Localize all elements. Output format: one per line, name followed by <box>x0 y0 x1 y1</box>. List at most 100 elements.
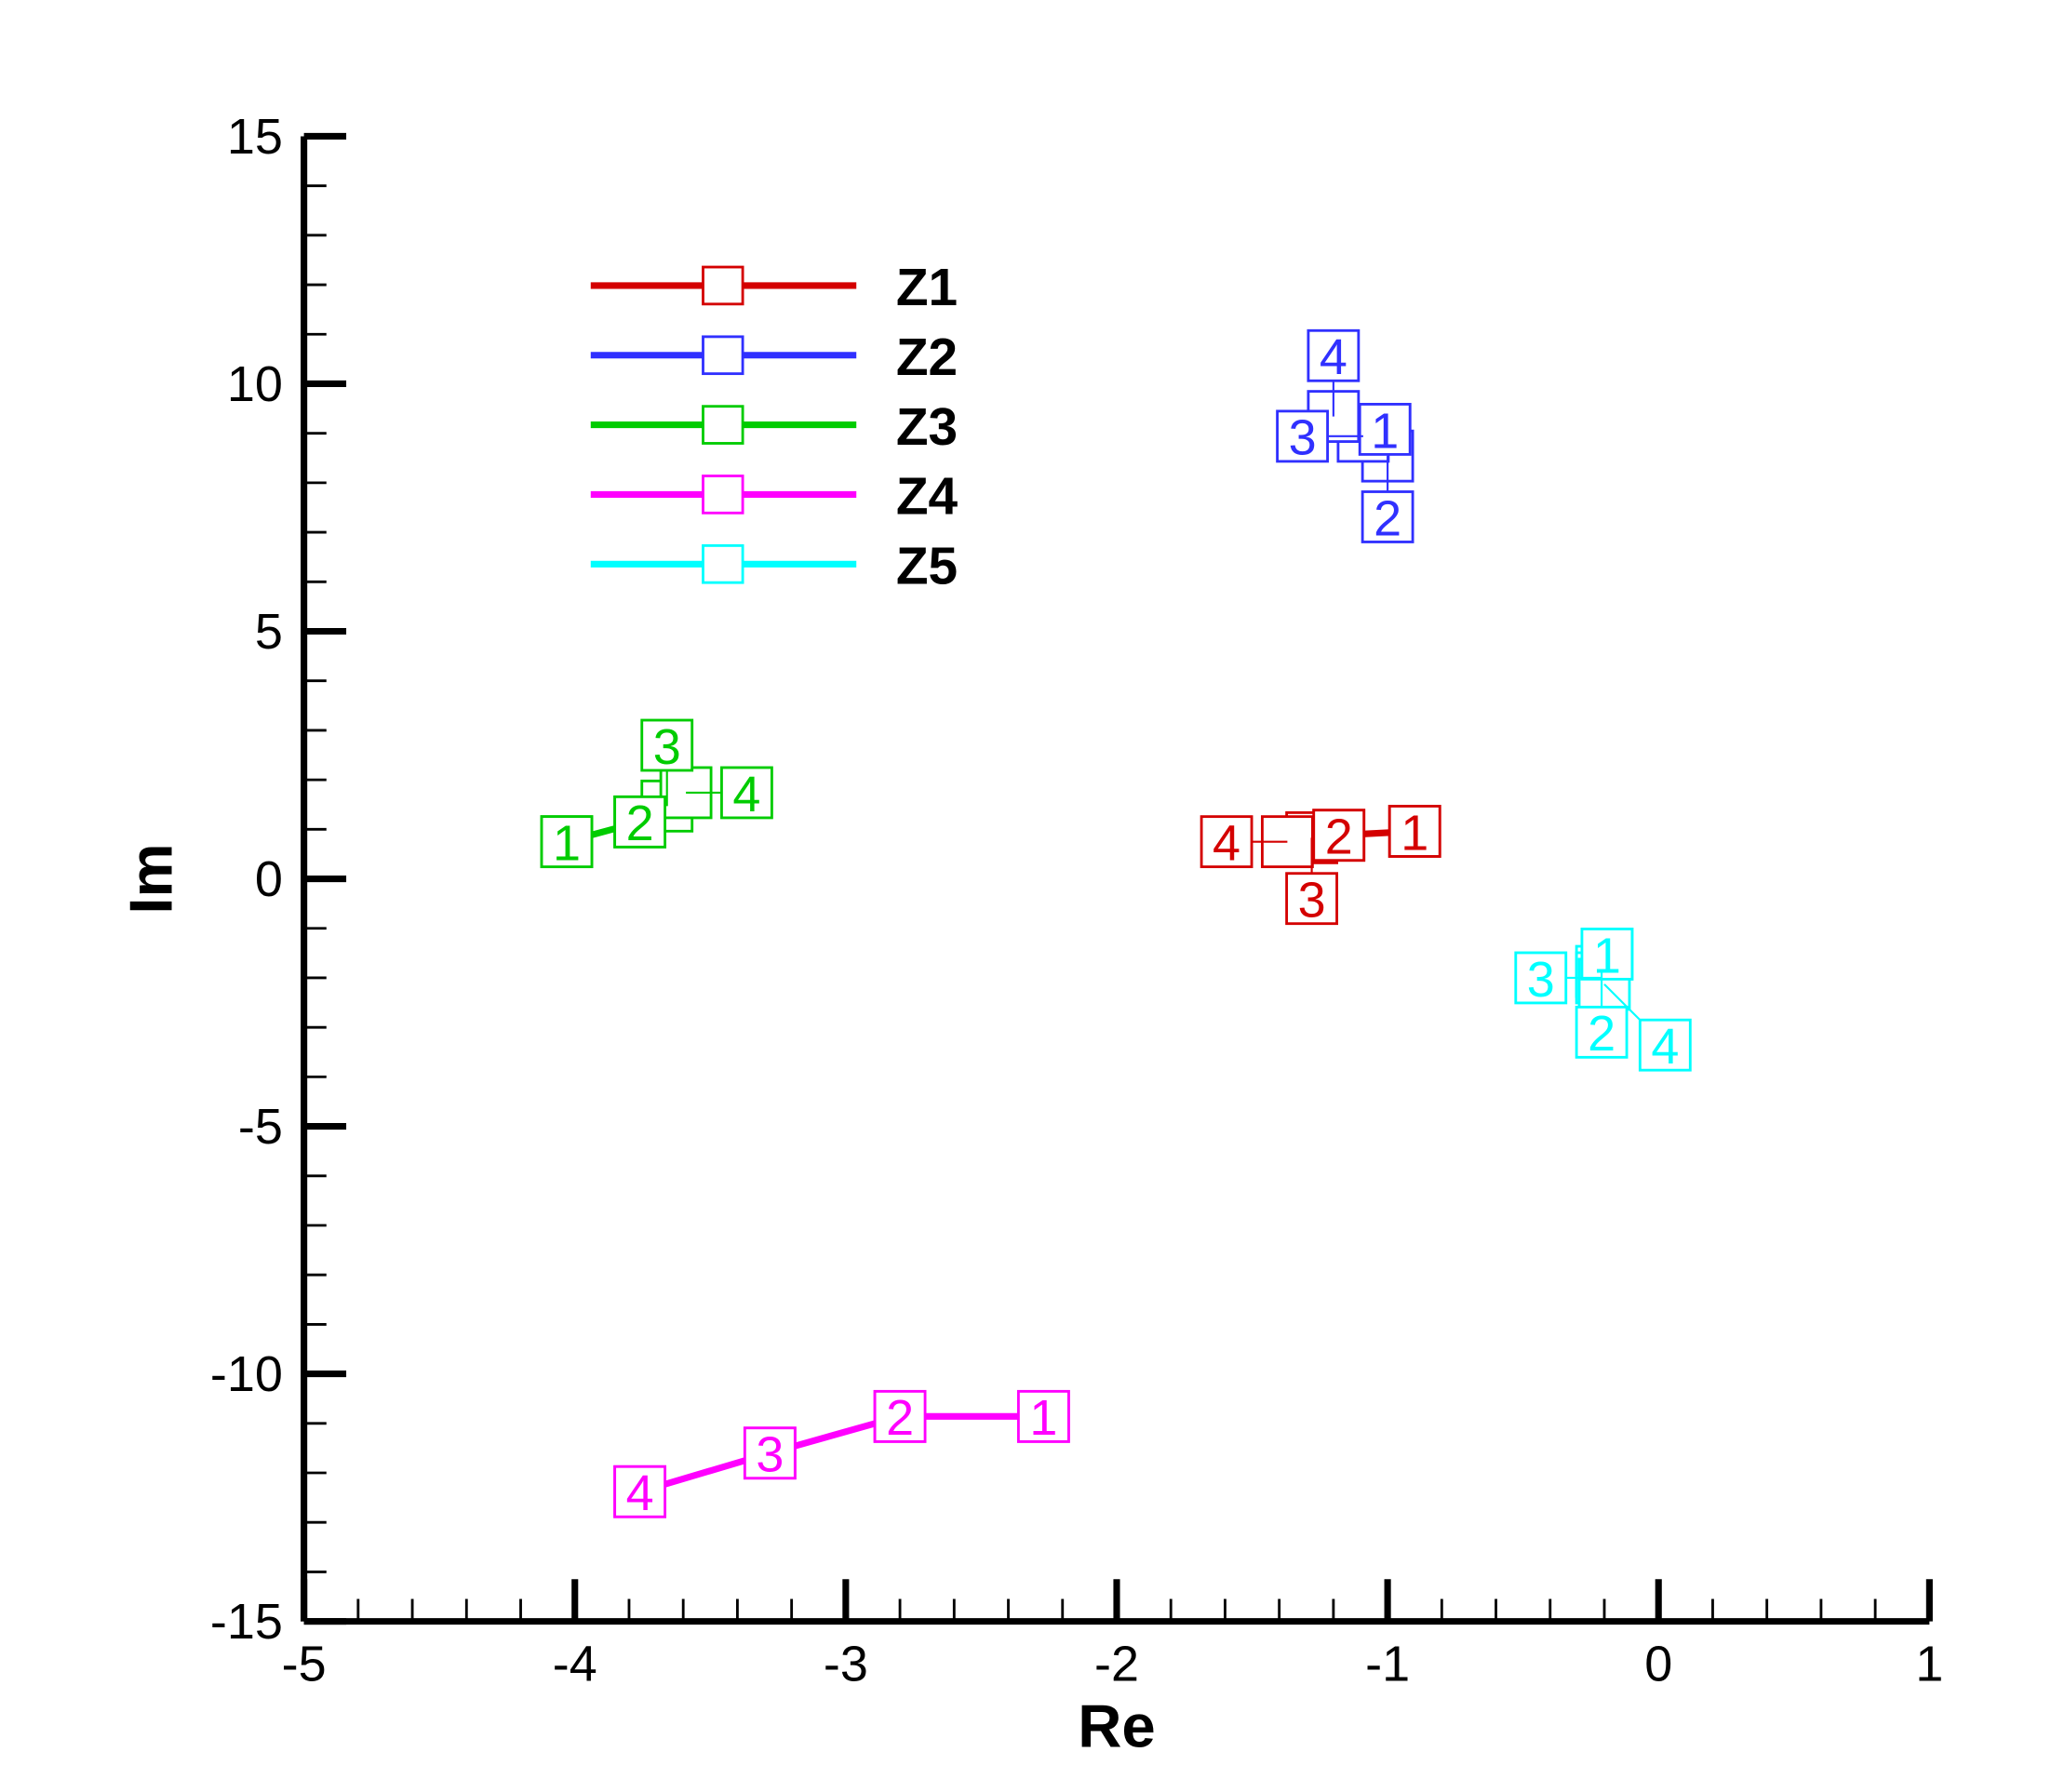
data-point-label: 4 <box>732 767 760 822</box>
y-tick-label: 10 <box>227 356 283 412</box>
label-square-marker <box>613 1464 667 1518</box>
x-tick-label: -3 <box>824 1637 868 1692</box>
point-labels-z2: 1 2 34 <box>1276 328 1414 546</box>
legend-square-marker <box>702 543 744 584</box>
x-axis-label: Re <box>1078 1692 1156 1760</box>
legend-label: Z1 <box>896 259 958 317</box>
y-tick-label: 15 <box>227 109 283 165</box>
label-square-marker <box>1358 403 1412 456</box>
data-point-label-box: 2 <box>873 1389 927 1446</box>
point-labels-z5: 1 23 4 <box>1514 928 1692 1075</box>
legend-label: Z5 <box>896 538 958 596</box>
data-point-label: 4 <box>626 1465 654 1521</box>
legend-label: Z4 <box>896 468 958 527</box>
point-labels-z4: 1 2 3 4 <box>613 1389 1070 1521</box>
label-square-marker <box>1200 815 1253 869</box>
x-tick-label: -1 <box>1365 1637 1410 1692</box>
point-labels-z1: 12 3 4 <box>1200 805 1441 929</box>
series-line <box>638 1412 1044 1495</box>
x-tick-label: 0 <box>1644 1637 1672 1692</box>
data-point-label-box: 2 <box>1575 971 1629 1062</box>
y-tick-label: 5 <box>255 604 283 660</box>
data-point-label-box: 1 <box>1580 928 1634 983</box>
data-point-label: 3 <box>653 719 681 775</box>
x-tick-label: -5 <box>282 1637 327 1692</box>
legend-square-marker <box>702 405 744 445</box>
data-point-label-box: 3 <box>640 718 694 807</box>
label-square-marker <box>1276 409 1329 463</box>
legend-item-z1: Z1 <box>590 259 958 317</box>
x-tick-label: -4 <box>553 1637 597 1692</box>
data-point-label-box: 3 <box>1276 409 1363 466</box>
series-z4 <box>613 1389 1070 1518</box>
y-tick-label: 0 <box>255 851 283 907</box>
legend: Z1 Z2 Z3 Z4 Z5 <box>590 259 958 596</box>
label-square-marker <box>1285 872 1338 926</box>
label-square-marker <box>1016 1389 1070 1443</box>
data-point-label-box: 3 <box>1285 837 1338 929</box>
legend-label: Z3 <box>896 398 958 457</box>
data-point-label-box: 3 <box>1514 951 1602 1008</box>
data-point-label: 3 <box>1298 873 1326 929</box>
data-point-label: 2 <box>886 1390 914 1446</box>
data-point-label-box: 1 <box>1016 1389 1070 1446</box>
data-point-label: 3 <box>1527 952 1555 1008</box>
data-point-label: 2 <box>1325 809 1353 865</box>
legend-label: Z2 <box>896 328 958 387</box>
label-square-marker <box>1580 928 1634 981</box>
y-tick-label: -5 <box>238 1099 283 1155</box>
legend-square-marker <box>702 335 744 376</box>
data-point-label-box: 1 <box>540 815 594 872</box>
point-labels-z3: 1 2 34 <box>540 718 773 872</box>
data-point-label: 1 <box>1029 1390 1057 1446</box>
legend-square-marker <box>702 265 744 306</box>
label-square-marker <box>720 766 773 820</box>
label-square-marker <box>640 718 694 772</box>
data-point-label: 1 <box>1401 805 1428 861</box>
legend-item-z3: Z3 <box>590 398 958 457</box>
data-point-label: 4 <box>1320 329 1347 385</box>
legend-item-z5: Z5 <box>590 538 958 596</box>
data-point-label-box: 1 <box>1358 403 1412 459</box>
y-tick-label: -15 <box>210 1594 283 1650</box>
y-tick-label: -10 <box>210 1346 283 1402</box>
data-point-label-box: 2 <box>1361 456 1414 546</box>
data-point-label-box: 2 <box>1312 809 1366 865</box>
legend-item-z2: Z2 <box>590 328 958 387</box>
data-point-label-box: 2 <box>613 795 667 851</box>
data-point-label: 3 <box>1289 410 1317 466</box>
data-point-label: 3 <box>756 1427 784 1483</box>
data-point-label-box: 3 <box>743 1426 797 1483</box>
x-tick-label: 1 <box>1915 1637 1943 1692</box>
legend-square-marker <box>702 475 744 515</box>
label-square-marker <box>613 795 667 849</box>
label-square-marker <box>1312 809 1366 863</box>
data-point-label-box: 1 <box>1387 805 1441 861</box>
data-point-label: 2 <box>626 796 654 851</box>
label-square-marker <box>1361 490 1414 543</box>
legend-item-z4: Z4 <box>590 468 958 527</box>
data-point-label: 2 <box>1374 490 1401 546</box>
data-point-label-box: 4 <box>686 766 773 822</box>
label-square-marker <box>873 1389 927 1443</box>
data-point-label: 4 <box>1651 1019 1679 1075</box>
label-square-marker <box>540 815 594 869</box>
data-point-label: 4 <box>1213 816 1240 872</box>
data-point-label: 1 <box>1593 928 1621 983</box>
data-point-label-box: 4 <box>1603 983 1692 1075</box>
data-point-label-box: 4 <box>613 1464 667 1521</box>
data-point-label-box: 4 <box>1200 815 1288 872</box>
data-point-label: 1 <box>553 816 581 872</box>
label-square-marker <box>743 1426 797 1480</box>
data-point-label: 1 <box>1371 403 1399 459</box>
label-square-marker <box>1638 1018 1692 1072</box>
label-square-marker <box>1514 951 1568 1005</box>
label-square-marker <box>1387 805 1441 858</box>
data-point-label-box: 4 <box>1307 328 1361 417</box>
label-square-marker <box>1575 1005 1629 1059</box>
label-square-marker <box>1307 328 1361 382</box>
